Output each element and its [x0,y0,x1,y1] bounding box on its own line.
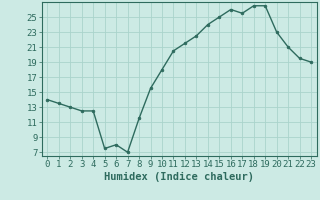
X-axis label: Humidex (Indice chaleur): Humidex (Indice chaleur) [104,172,254,182]
